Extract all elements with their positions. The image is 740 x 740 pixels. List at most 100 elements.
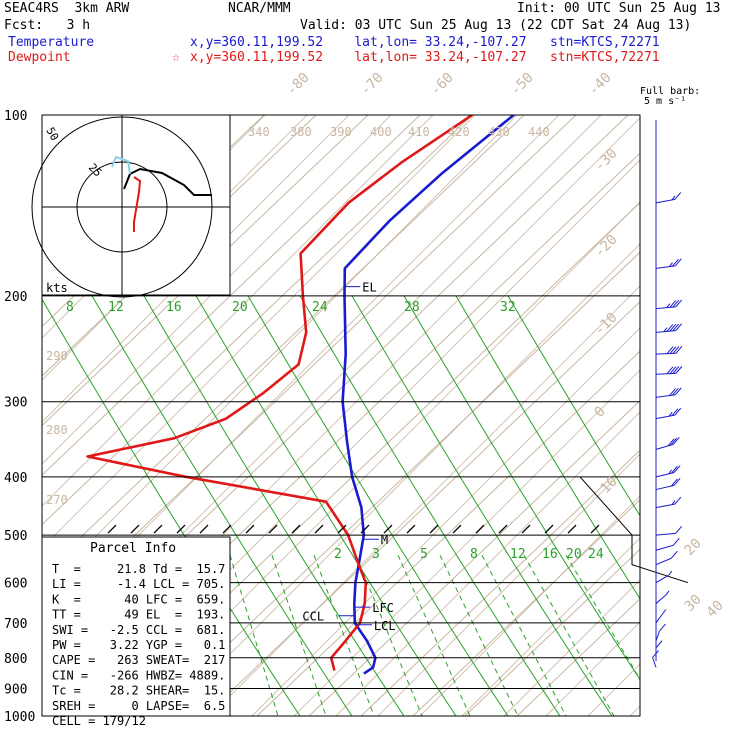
theta-label: 270 xyxy=(46,493,68,507)
boundary-line xyxy=(631,535,689,584)
wind-barb-flag xyxy=(663,327,668,333)
freezing-level-hatch xyxy=(429,524,439,534)
wind-barb xyxy=(655,630,660,642)
freezing-level-hatch xyxy=(268,524,278,534)
wind-barb-flag xyxy=(666,303,671,308)
theta-label: 400 xyxy=(370,125,392,139)
wind-barb xyxy=(655,532,676,536)
wind-barb-flag xyxy=(672,437,680,445)
barb-legend-line1: Full barb: xyxy=(640,86,701,97)
isotherm-label: -20 xyxy=(592,232,621,261)
temperature-legend-label: Temperature xyxy=(8,35,95,50)
mixing-ratio-line xyxy=(439,554,519,716)
wind-barb xyxy=(655,613,664,624)
wind-barb-flag xyxy=(652,650,659,658)
moist-adiabat-line xyxy=(455,295,640,600)
wind-barb-flag xyxy=(665,590,670,596)
mixing-ratio-label: 8 xyxy=(470,547,478,562)
mixing-ratio-line xyxy=(397,554,471,716)
pressure-tick-label: 100 xyxy=(4,109,27,124)
wind-barb xyxy=(655,472,675,478)
mixing-ratio-label: 12 xyxy=(108,300,124,315)
pressure-tick-label: 700 xyxy=(4,617,27,632)
parcel-info-row: Tc = 28.2 SHEAR= 15. xyxy=(52,684,225,698)
moist-adiabat-line xyxy=(507,295,640,517)
theta-label: 280 xyxy=(46,423,68,437)
isotherm-label: -60 xyxy=(428,70,457,99)
wind-barb-flag xyxy=(675,345,683,354)
parcel-info-row: CAPE = 263 SWEAT= 217 xyxy=(52,653,225,667)
pressure-tick-label: 900 xyxy=(4,682,27,697)
theta-label: 380 xyxy=(290,125,312,139)
wind-barb-flag xyxy=(675,366,683,374)
valid-time: Valid: 03 UTC Sun 25 Aug 13 (22 CDT Sat … xyxy=(300,18,692,33)
parcel-info-row: TT = 49 EL = 193. xyxy=(52,608,225,622)
isotherm-line xyxy=(464,548,640,716)
wind-barb-flag xyxy=(666,346,674,355)
parcel-info-panel xyxy=(41,536,231,717)
freezing-level-hatch xyxy=(521,524,531,534)
dry-adiabat-line xyxy=(419,495,640,716)
mixing-ratio-label: 24 xyxy=(588,547,604,562)
dry-adiabat-line xyxy=(629,705,640,716)
wind-barb-flag xyxy=(668,469,673,475)
mixing-ratio-line xyxy=(313,554,375,716)
mixing-ratio-line xyxy=(229,555,279,716)
barb-legend-line2: 5 m s⁻¹ xyxy=(644,96,687,107)
wind-barb-flag xyxy=(671,195,676,201)
wind-barb-flag xyxy=(659,623,666,632)
wind-barb-flag xyxy=(672,258,679,267)
wind-barb-flag xyxy=(671,465,678,474)
dry-adiabat-line xyxy=(503,579,640,716)
pressure-tick-label: 500 xyxy=(4,529,27,544)
mixing-ratio-line xyxy=(271,555,327,716)
freezing-level-hatch xyxy=(567,524,577,534)
wind-barb-flag xyxy=(669,323,677,332)
wind-barb-flag xyxy=(675,526,683,534)
wind-barb xyxy=(655,503,675,509)
mixing-ratio-line xyxy=(355,554,423,716)
wind-barb-flag xyxy=(672,366,680,374)
dewpoint-legend-label: Dewpoint xyxy=(8,50,71,65)
wind-barb-flag xyxy=(672,346,680,354)
parcel-info-row: CELL = 179/12 xyxy=(52,714,146,728)
wind-barb-flag xyxy=(669,262,673,267)
m-marker-label: M xyxy=(381,533,388,547)
init-time: Init: 00 UTC Sun 25 Aug 13 xyxy=(517,1,721,16)
wind-barb xyxy=(655,544,674,551)
parcel-info-row: T = 21.8 Td = 15.7 xyxy=(52,562,225,576)
moist-adiabat-line xyxy=(195,295,457,716)
theta-label: 420 xyxy=(448,125,470,139)
wind-barb-flag xyxy=(672,537,680,546)
wind-barb-flag xyxy=(671,500,676,505)
org-label: NCAR/MMM xyxy=(228,1,291,16)
wind-barb-flag xyxy=(675,299,683,308)
wind-barb xyxy=(655,352,676,355)
parcel-info-row: SWI = -2.5 CCL = 681. xyxy=(52,623,225,637)
moist-adiabat-line xyxy=(42,298,301,716)
mixing-ratio-label: 32 xyxy=(500,300,516,315)
temperature-profile-line xyxy=(341,115,515,675)
freezing-level-hatch xyxy=(475,524,485,534)
wind-barb xyxy=(655,372,676,375)
isotherm-line xyxy=(308,400,640,716)
wind-barb xyxy=(655,557,672,566)
wind-barb xyxy=(655,574,670,584)
hodograph-trace-low xyxy=(133,176,142,232)
dewpoint-location-info: x,y=360.11,199.52 lat,lon= 33.24,-107.27… xyxy=(190,50,660,65)
wind-barb-flag xyxy=(674,496,682,505)
theta-label: 290 xyxy=(46,349,68,363)
wind-barb-flag xyxy=(674,407,682,416)
moist-adiabat-line xyxy=(351,295,613,716)
wind-barb-flag xyxy=(666,324,674,332)
wind-barb-flag xyxy=(655,640,663,649)
hodograph-ring-label: 50 xyxy=(43,125,61,143)
mixing-ratio-label: 20 xyxy=(232,300,248,315)
dry-adiabat-line xyxy=(293,369,640,716)
dry-adiabat-line xyxy=(461,537,640,716)
ccl-marker-label: CCL xyxy=(302,610,324,624)
dry-adiabat-line xyxy=(209,285,640,716)
isotherm-line xyxy=(204,301,640,716)
wind-barb-flag xyxy=(669,388,676,396)
